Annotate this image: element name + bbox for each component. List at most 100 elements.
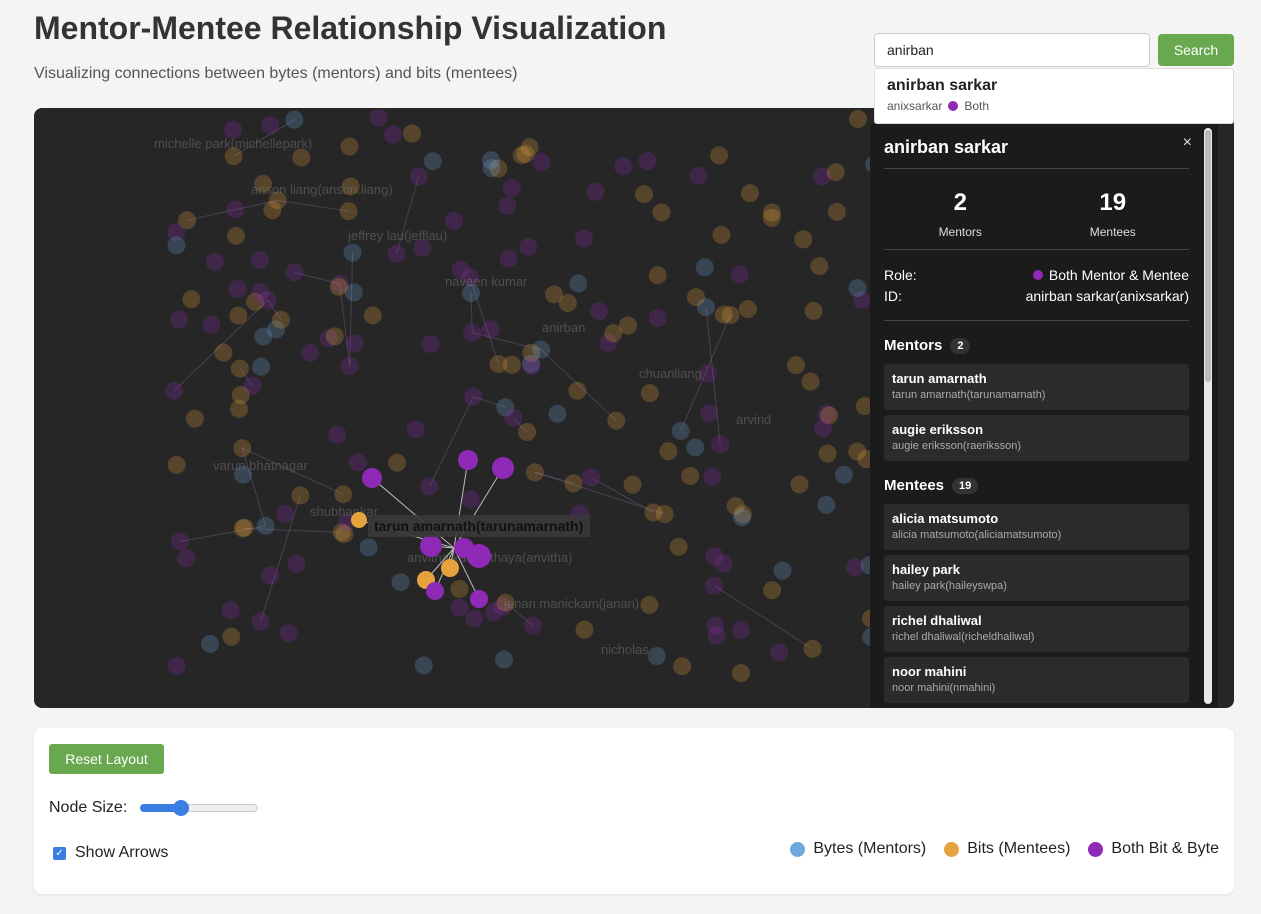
show-arrows-control[interactable]: ✓ Show Arrows xyxy=(53,844,168,862)
graph-node xyxy=(493,597,512,616)
graph-node xyxy=(185,409,204,428)
graph-node xyxy=(335,525,354,544)
node-label: janan manickam(janan) xyxy=(503,596,639,611)
graph-node xyxy=(568,381,587,400)
graph-edge xyxy=(505,602,534,626)
mentee-card[interactable]: richel dhaliwal richel dhaliwal(richeldha… xyxy=(884,606,1189,652)
mentee-card[interactable]: noor mahini noor mahini(nmahini) xyxy=(884,657,1189,703)
graph-node xyxy=(231,386,250,405)
graph-node xyxy=(489,355,508,374)
graph-edge xyxy=(186,199,278,221)
graph-node xyxy=(202,315,221,334)
graph-node xyxy=(848,442,867,461)
slider-handle[interactable] xyxy=(173,800,190,816)
graph-node xyxy=(520,138,539,157)
legend-item-both: Both Bit & Byte xyxy=(1088,840,1219,858)
graph-node xyxy=(334,485,353,504)
graph-node xyxy=(254,327,273,346)
graph-node xyxy=(846,558,865,577)
graph-node xyxy=(387,244,406,263)
mentor-card[interactable]: tarun amarnath tarun amarnath(tarunamarna… xyxy=(884,364,1189,410)
graph-node xyxy=(519,237,538,256)
graph-node xyxy=(341,177,360,196)
graph-node xyxy=(655,505,674,524)
network-graph[interactable]: michelle park(michellepark) anson liang(a… xyxy=(34,108,1234,708)
graph-node xyxy=(803,639,822,658)
graph-node xyxy=(614,157,633,176)
role-dot-icon xyxy=(1032,269,1043,280)
reset-layout-button[interactable]: Reset Layout xyxy=(49,744,164,774)
graph-edge xyxy=(473,396,506,408)
graph-edge xyxy=(513,417,528,433)
graph-edges xyxy=(173,119,888,650)
graph-node xyxy=(794,230,813,249)
graph-node xyxy=(481,151,500,170)
graph-edge xyxy=(339,283,351,367)
mentee-card[interactable]: hailey park hailey park(haileyswpa) xyxy=(884,555,1189,601)
graph-node xyxy=(635,185,654,204)
graph-node xyxy=(512,146,531,165)
graph-node xyxy=(276,504,295,523)
mentees-count-label: Mentees xyxy=(1089,225,1136,239)
graph-node xyxy=(810,257,829,276)
mentees-count: 19 xyxy=(1099,189,1127,216)
graph-edge xyxy=(534,471,574,484)
graph-node xyxy=(229,306,248,325)
highlight-label: tarun amarnath(tarunamarnath) xyxy=(374,518,583,534)
graph-node xyxy=(465,609,484,628)
graph-node xyxy=(330,274,349,293)
highlight-edge xyxy=(371,477,455,549)
graph-edge xyxy=(239,368,253,386)
graph-edge xyxy=(260,495,301,622)
graph-node xyxy=(167,455,186,474)
graph-node xyxy=(711,435,730,454)
graph-node xyxy=(484,603,503,622)
search-input[interactable] xyxy=(874,33,1150,67)
graph-node xyxy=(359,538,378,557)
graph-node xyxy=(369,109,388,128)
graph-node xyxy=(669,537,688,556)
person-name: hailey park xyxy=(892,562,960,577)
graph-node xyxy=(707,626,726,645)
legend-label: Bits (Mentees) xyxy=(967,840,1071,857)
highlight-node xyxy=(492,457,514,479)
graph-node xyxy=(340,137,359,156)
mentee-card[interactable]: alicia matsumoto alicia matsumoto(aliciam… xyxy=(884,504,1189,550)
graph-edge xyxy=(277,199,349,212)
graph-node xyxy=(167,236,186,255)
graph-node xyxy=(461,490,480,509)
graph-node xyxy=(214,343,233,362)
graph-node xyxy=(328,425,347,444)
graph-node xyxy=(659,442,678,461)
show-arrows-label: Show Arrows xyxy=(75,844,169,861)
node-label: varun bhatnagar xyxy=(213,458,308,473)
search-button[interactable]: Search xyxy=(1158,34,1234,66)
mentors-count: 2 xyxy=(953,189,967,216)
graph-node xyxy=(423,152,442,171)
mentor-card[interactable]: augie eriksson augie eriksson(raeriksson) xyxy=(884,415,1189,461)
show-arrows-checkbox[interactable]: ✓ xyxy=(53,846,66,860)
graph-node xyxy=(420,477,439,496)
scrollbar-thumb[interactable] xyxy=(1205,130,1211,382)
graph-node xyxy=(648,309,667,328)
graph-node xyxy=(340,357,359,376)
graph-node xyxy=(279,624,298,643)
graph-node xyxy=(251,612,270,631)
search-result-item[interactable]: anirban sarkar anixsarkar Both xyxy=(874,68,1234,124)
close-icon[interactable]: × xyxy=(1182,134,1192,151)
graph-edge xyxy=(540,349,617,421)
highlight-node xyxy=(362,468,382,488)
graph-node xyxy=(409,167,428,186)
graph-node xyxy=(502,179,521,198)
graph-edge xyxy=(294,271,340,285)
details-panel: × anirban sarkar 2 Mentors 19 Mentees Ro… xyxy=(870,124,1218,708)
graph-node xyxy=(463,323,482,342)
graph-node xyxy=(261,116,280,135)
graph-edge xyxy=(428,396,474,487)
graph-edge xyxy=(713,585,813,650)
node-size-slider[interactable] xyxy=(140,800,258,816)
graph-node xyxy=(848,279,867,298)
details-stats: 2 Mentors 19 Mentees xyxy=(884,169,1189,250)
graph-node xyxy=(221,601,240,620)
details-scrollbar[interactable] xyxy=(1204,128,1212,704)
